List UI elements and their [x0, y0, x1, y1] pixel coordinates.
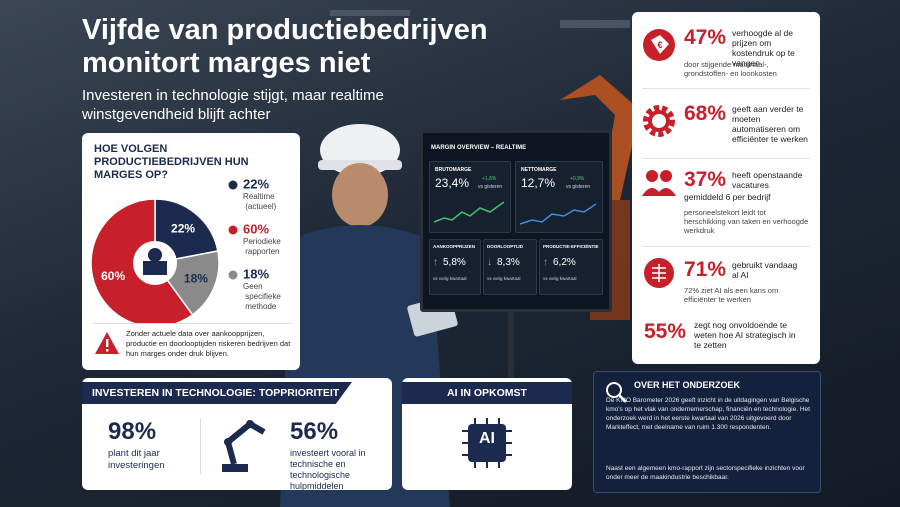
- stat-detail: door stijgende materiaal-, grondstoffen-…: [684, 60, 777, 78]
- metric-value: 23,4%: [435, 176, 470, 190]
- investment-card: INVESTEREN IN TECHNOLOGIE: TOPPRIORITEIT…: [82, 378, 392, 491]
- slice-label: 22%: [171, 221, 195, 235]
- metric-value: 12,7%: [521, 176, 556, 190]
- legend-dot: [228, 180, 238, 190]
- price-icon: €: [643, 29, 675, 61]
- research-paragraph: Naast een algemeen kmo-rapport zijn sect…: [606, 465, 805, 481]
- metric-label: PRODUCTIE-EFFICIËNTIE: [543, 244, 599, 249]
- legend-value: 22%: [243, 176, 269, 191]
- legend-label-line: methode: [243, 302, 277, 311]
- legend-label-line: specifieke: [243, 292, 281, 301]
- stat-value: 71%: [684, 258, 727, 281]
- metric-card: NETTOMARGE 12,7% +0,9% vs gisteren: [515, 161, 603, 233]
- stat-text: heeft openstaande vacatures: [732, 170, 803, 190]
- metric-note: vs vorig kwartaal: [433, 276, 467, 281]
- slice-label: 60%: [101, 269, 125, 283]
- subtitle: Investeren in technologie stijgt, maar r…: [82, 87, 384, 123]
- gear-icon: [643, 105, 675, 137]
- slice-label: 18%: [184, 271, 208, 285]
- investment-text: plant dit jaar investeringen: [108, 448, 165, 471]
- metric-value: 5,8%: [443, 257, 466, 268]
- chip-label: AI: [479, 430, 495, 447]
- legend-label-line: Geen: [243, 282, 263, 291]
- investment-value: 98%: [108, 418, 157, 445]
- ai-card: AI IN OPKOMST AI: [402, 378, 572, 490]
- warning-text: Zonder actuele data over aankoopprijzen,…: [126, 329, 291, 358]
- stat-detail: gemiddeld 6 per bedrijf: [684, 192, 771, 202]
- divider: [642, 88, 810, 89]
- legend-dot: [228, 225, 238, 235]
- warning-icon: [95, 332, 119, 354]
- stat-value: 68%: [684, 102, 727, 125]
- dashboard-screen: MARGIN OVERVIEW – REALTIME BRUTOMARGE 23…: [420, 130, 612, 312]
- research-paragraph: De KMO Barometer 2026 geeft inzicht in d…: [606, 397, 810, 431]
- arrow-down: ↓: [487, 257, 492, 268]
- investment-value: 56%: [290, 418, 339, 445]
- stat-text: verhoogde al de prijzen om kostendruk op…: [732, 28, 795, 68]
- metric-value: 8,3%: [497, 257, 520, 268]
- legend-label: Geen specifieke methode: [243, 282, 281, 311]
- legend-value: 60%: [243, 221, 269, 236]
- pie-slice: [154, 198, 219, 264]
- divider: [200, 418, 201, 474]
- research-card: OVER HET ONDERZOEK De KMO Barometer 2026…: [593, 371, 821, 493]
- stat-value: 37%: [684, 168, 727, 191]
- divider: [92, 323, 292, 324]
- metric-value: 6,2%: [553, 257, 576, 268]
- stat-text: gebruikt vandaag al AI: [732, 260, 798, 280]
- stat-detail: 72% ziet AI als een kans om efficiënter …: [684, 286, 779, 304]
- robot-arm-icon: [222, 420, 266, 472]
- chip-icon: [462, 418, 512, 468]
- metric-change: +0,9%: [570, 176, 585, 182]
- legend-label-line: Periodieke: [243, 237, 281, 246]
- pie-title: HOE VOLGEN PRODUCTIEBEDRIJVEN HUN MARGES…: [94, 143, 249, 181]
- svg-text:€: €: [657, 40, 662, 50]
- legend-label-line: (actueel): [243, 202, 277, 211]
- metric-note: vs gisteren: [566, 184, 591, 190]
- search-icon: [606, 382, 627, 403]
- investment-title: INVESTEREN IN TECHNOLOGIE: TOPPRIORITEIT: [82, 382, 352, 404]
- center-icon-coin: [148, 248, 162, 262]
- center-icon: [143, 261, 167, 275]
- arrow-up: ↑: [543, 257, 548, 268]
- metric-note: vs vorig kwartaal: [543, 276, 577, 281]
- legend-value: 18%: [243, 266, 269, 281]
- title: Vijfde van productiebedrijven monitort m…: [82, 14, 488, 79]
- sparkline: [520, 203, 597, 225]
- metric-label: BRUTOMARGE: [435, 167, 472, 173]
- stat-value: 55%: [644, 320, 687, 343]
- screen-title: MARGIN OVERVIEW – REALTIME: [431, 145, 527, 151]
- brain-icon: [644, 258, 674, 288]
- metric-note: vs gisteren: [478, 184, 503, 190]
- legend-label-line: rapporten: [243, 247, 279, 256]
- metric-card: AANKOOPPRIJZEN ↑ 5,8% vs vorig kwartaal: [429, 239, 481, 295]
- arrow-up: ↑: [433, 257, 438, 268]
- metric-label: AANKOOPPRIJZEN: [433, 244, 476, 249]
- investment-text: investeert vooral in technische en techn…: [290, 448, 366, 491]
- people-icon: [642, 170, 676, 196]
- stat-text: geeft aan verder te moeten automatiseren…: [732, 104, 808, 144]
- metric-label: NETTOMARGE: [521, 167, 557, 173]
- stat-value: 47%: [684, 26, 727, 49]
- divider: [642, 246, 810, 247]
- pie-chart: 22%22%Realtime (actueel)60%60%Periodieke…: [90, 176, 281, 323]
- legend-dot: [228, 270, 238, 280]
- metric-note: vs vorig kwartaal: [487, 276, 521, 281]
- legend-label-line: Realtime: [243, 192, 275, 201]
- stat-note: personeelstekort leidt tot herschikking …: [684, 208, 809, 235]
- legend-label: Periodieke rapporten: [243, 237, 281, 256]
- legend-label: Realtime (actueel): [243, 192, 277, 211]
- metric-card: DOORLOOPTIJD ↓ 8,3% vs vorig kwartaal: [483, 239, 537, 295]
- stats-card: € 47% verhoogde al de prijzen om kostend…: [632, 12, 820, 364]
- stat-text: zegt nog onvoldoende te weten hoe AI str…: [694, 320, 796, 350]
- ai-title: AI IN OPKOMST: [402, 382, 572, 404]
- sparkline: [434, 201, 505, 223]
- metric-card: PRODUCTIE-EFFICIËNTIE ↑ 6,2% vs vorig kw…: [539, 239, 603, 295]
- divider: [642, 158, 810, 159]
- metric-label: DOORLOOPTIJD: [487, 244, 524, 249]
- metric-card: BRUTOMARGE 23,4% +1,6% vs gisteren: [429, 161, 511, 233]
- metric-change: +1,6%: [482, 176, 497, 182]
- research-title: OVER HET ONDERZOEK: [634, 380, 741, 390]
